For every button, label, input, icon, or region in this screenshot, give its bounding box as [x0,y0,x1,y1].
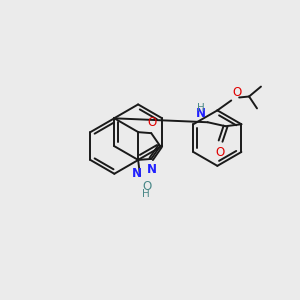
Text: O: O [142,180,151,193]
Text: H: H [197,103,205,113]
Text: O: O [148,116,157,129]
Text: N: N [196,107,206,120]
Text: H: H [142,189,150,199]
Text: O: O [232,86,242,100]
Text: O: O [215,146,224,159]
Text: N: N [131,167,141,180]
Text: N: N [147,163,157,176]
